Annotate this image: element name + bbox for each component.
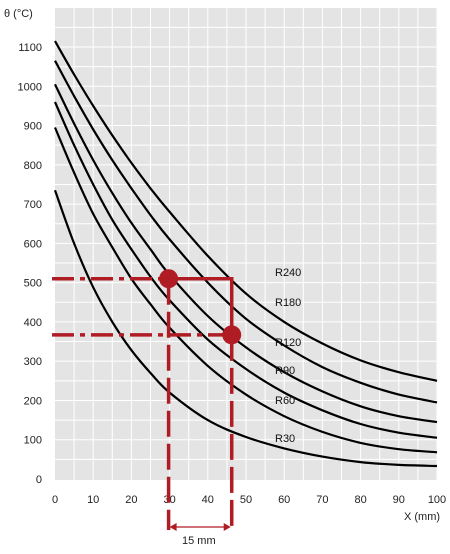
x-tick-label: 40 [202,494,214,506]
x-tick-label: 90 [393,494,405,506]
annotation-step-line [168,276,234,335]
y-tick-label: 1000 [18,81,42,93]
curve-label-r240: R240 [275,267,301,279]
curve-r240 [54,40,438,382]
y-tick-label: 0 [36,474,42,486]
x-tick-labels: 0102030405060708090100 [52,494,446,506]
x-axis-title: X (mm) [404,511,440,523]
curve-r30 [53,189,438,468]
x-tick-label: 0 [52,494,58,506]
curve-label-r30: R30 [275,433,295,445]
x-tick-label: 70 [316,494,328,506]
y-axis-title: θ (°C) [4,8,33,20]
interval-label: 15 mm [182,535,216,547]
curve-r180 [54,60,438,404]
y-tick-label: 600 [24,238,42,250]
x-tick-label: 100 [428,494,446,506]
curve-label-r60: R60 [275,395,295,407]
y-tick-label: 200 [24,395,42,407]
x-tick-label: 80 [354,494,366,506]
y-tick-label: 800 [24,160,42,172]
curve-label-r180: R180 [275,297,301,309]
curve-label-r120: R120 [275,337,301,349]
curve-labels: R30 R60 R90 R120 R180 R240 [275,267,301,445]
x-tick-label: 20 [125,494,137,506]
curve-label-r90: R90 [275,365,295,377]
curves [53,40,438,468]
x-tick-label: 60 [278,494,290,506]
grid-lines [55,8,438,480]
annotation-point-marker [222,325,242,345]
curve-r60 [53,127,438,454]
interval-arrowhead [169,523,177,531]
curve-r90 [53,101,438,439]
y-tick-label: 100 [24,435,42,447]
curve-r120 [54,83,438,424]
y-tick-label: 300 [24,356,42,368]
annotation-point-marker [159,269,179,289]
y-tick-label: 500 [24,278,42,290]
y-tick-labels: 0 100 200 300 400 500 600 700 800 900 1000 1100 [18,42,42,486]
y-tick-label: 400 [24,317,42,329]
annotation-lines [52,269,242,531]
x-tick-label: 50 [240,494,252,506]
x-tick-label: 10 [87,494,99,506]
y-tick-label: 1100 [18,42,42,54]
y-tick-label: 900 [24,121,42,133]
interval-arrowhead [223,523,231,531]
y-tick-label: 700 [24,199,42,211]
